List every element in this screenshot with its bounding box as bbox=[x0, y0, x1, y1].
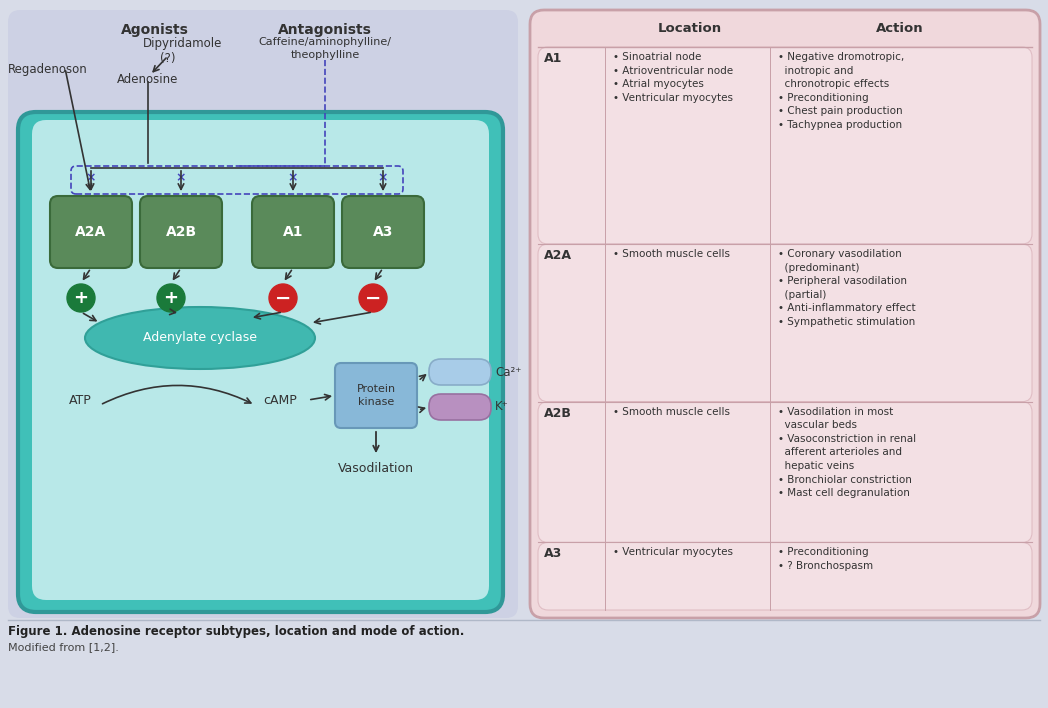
Text: ×: × bbox=[377, 171, 388, 185]
Text: ×: × bbox=[176, 171, 187, 185]
Text: • Negative dromotropic,
  inotropic and
  chronotropic effects
• Preconditioning: • Negative dromotropic, inotropic and ch… bbox=[778, 52, 904, 130]
Ellipse shape bbox=[85, 307, 315, 369]
FancyBboxPatch shape bbox=[538, 401, 1032, 542]
Text: ×: × bbox=[86, 171, 96, 185]
Circle shape bbox=[157, 284, 185, 312]
Text: Regadenoson: Regadenoson bbox=[8, 63, 88, 76]
FancyBboxPatch shape bbox=[32, 120, 489, 600]
Text: +: + bbox=[73, 289, 88, 307]
Text: • Smooth muscle cells: • Smooth muscle cells bbox=[613, 406, 730, 417]
Text: Caffeine/aminophylline/: Caffeine/aminophylline/ bbox=[259, 37, 392, 47]
Text: • Smooth muscle cells: • Smooth muscle cells bbox=[613, 249, 730, 259]
Circle shape bbox=[359, 284, 387, 312]
Text: K⁺: K⁺ bbox=[495, 401, 508, 413]
Text: Dipyridamole: Dipyridamole bbox=[144, 37, 222, 50]
FancyBboxPatch shape bbox=[335, 363, 417, 428]
Text: • Ventricular myocytes: • Ventricular myocytes bbox=[613, 547, 733, 557]
Text: Modified from [1,2].: Modified from [1,2]. bbox=[8, 642, 118, 652]
Text: A3: A3 bbox=[544, 547, 562, 561]
Text: cAMP: cAMP bbox=[263, 394, 297, 406]
Text: −: − bbox=[365, 288, 381, 307]
Text: Location: Location bbox=[658, 21, 722, 35]
Text: A1: A1 bbox=[544, 52, 563, 65]
Text: • Preconditioning
• ? Bronchospasm: • Preconditioning • ? Bronchospasm bbox=[778, 547, 873, 571]
Text: Protein
kinase: Protein kinase bbox=[356, 384, 395, 407]
Text: +: + bbox=[163, 289, 178, 307]
Text: A2A: A2A bbox=[75, 225, 107, 239]
Text: A2B: A2B bbox=[166, 225, 197, 239]
FancyBboxPatch shape bbox=[50, 196, 132, 268]
Text: Vasodilation: Vasodilation bbox=[339, 462, 414, 474]
Text: −: − bbox=[275, 288, 291, 307]
FancyBboxPatch shape bbox=[8, 10, 518, 618]
Text: Action: Action bbox=[876, 21, 924, 35]
FancyBboxPatch shape bbox=[252, 196, 334, 268]
Text: • Coronary vasodilation
  (predominant)
• Peripheral vasodilation
  (partial)
• : • Coronary vasodilation (predominant) • … bbox=[778, 249, 916, 327]
FancyBboxPatch shape bbox=[429, 359, 492, 385]
FancyBboxPatch shape bbox=[429, 394, 492, 420]
FancyBboxPatch shape bbox=[342, 196, 424, 268]
Text: Antagonists: Antagonists bbox=[278, 23, 372, 37]
Text: Ca²⁺: Ca²⁺ bbox=[495, 365, 521, 379]
Text: (?): (?) bbox=[160, 52, 176, 65]
Text: A2B: A2B bbox=[544, 406, 572, 420]
Circle shape bbox=[67, 284, 95, 312]
Text: Adenylate cyclase: Adenylate cyclase bbox=[143, 331, 257, 345]
Text: A3: A3 bbox=[373, 225, 393, 239]
FancyBboxPatch shape bbox=[538, 47, 1032, 244]
Text: Adenosine: Adenosine bbox=[117, 73, 179, 86]
FancyBboxPatch shape bbox=[538, 244, 1032, 401]
Circle shape bbox=[269, 284, 297, 312]
Text: A2A: A2A bbox=[544, 249, 572, 262]
Text: Agonists: Agonists bbox=[122, 23, 189, 37]
Text: A1: A1 bbox=[283, 225, 303, 239]
FancyBboxPatch shape bbox=[18, 112, 503, 612]
Text: ×: × bbox=[288, 171, 299, 185]
Text: ATP: ATP bbox=[68, 394, 91, 406]
Text: • Sinoatrial node
• Atrioventricular node
• Atrial myocytes
• Ventricular myocyt: • Sinoatrial node • Atrioventricular nod… bbox=[613, 52, 734, 103]
Text: • Vasodilation in most
  vascular beds
• Vasoconstriction in renal
  afferent ar: • Vasodilation in most vascular beds • V… bbox=[778, 406, 916, 498]
FancyBboxPatch shape bbox=[538, 542, 1032, 610]
Text: theophylline: theophylline bbox=[290, 50, 359, 60]
FancyBboxPatch shape bbox=[530, 10, 1040, 618]
FancyBboxPatch shape bbox=[140, 196, 222, 268]
Text: Figure 1. Adenosine receptor subtypes, location and mode of action.: Figure 1. Adenosine receptor subtypes, l… bbox=[8, 625, 464, 638]
